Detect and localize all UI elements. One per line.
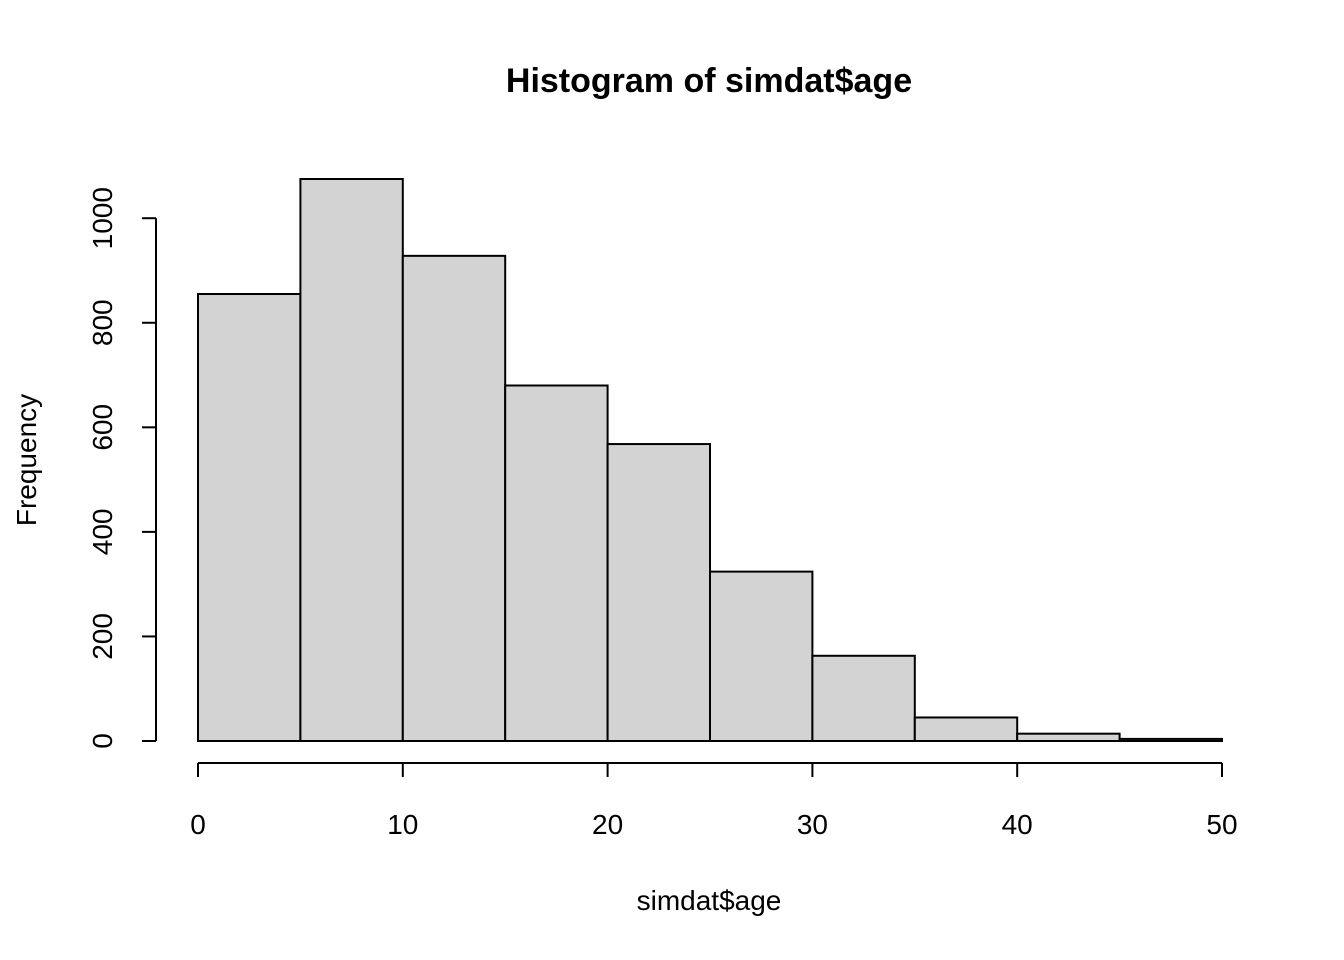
x-tick-label-0: 0 <box>190 809 206 840</box>
y-tick-label-4: 800 <box>87 299 118 346</box>
y-axis: 0 200 400 600 800 1000 <box>87 187 157 749</box>
histogram-bar-9 <box>1118 737 1223 742</box>
x-axis-label: simdat$age <box>637 885 782 916</box>
histogram-bar-5 <box>709 570 814 742</box>
histogram-bar-7 <box>913 716 1019 743</box>
histogram-bar-2 <box>401 254 507 743</box>
x-tick-label-4: 40 <box>1002 809 1033 840</box>
x-tick-label-1: 10 <box>387 809 418 840</box>
histogram-bar-4 <box>606 443 711 742</box>
y-tick-label-1: 200 <box>87 613 118 660</box>
x-tick-label-3: 30 <box>797 809 828 840</box>
histogram-bar-1 <box>299 178 404 742</box>
histogram-bar-6 <box>811 654 916 742</box>
y-tick-label-2: 400 <box>87 509 118 556</box>
x-axis: 0 10 20 30 40 50 <box>190 762 1238 840</box>
y-tick-label-5: 1000 <box>87 187 118 249</box>
x-tick-label-5: 50 <box>1206 809 1237 840</box>
x-tick-label-2: 20 <box>592 809 623 840</box>
y-axis-label: Frequency <box>11 394 42 526</box>
histogram-bar-3 <box>504 384 609 742</box>
y-tick-label-3: 600 <box>87 404 118 451</box>
bars-group <box>197 178 1223 743</box>
histogram-bar-0 <box>197 293 302 742</box>
y-tick-label-0: 0 <box>87 733 118 749</box>
histogram-bar-8 <box>1016 732 1121 742</box>
chart-title: Histogram of simdat$age <box>506 62 912 100</box>
